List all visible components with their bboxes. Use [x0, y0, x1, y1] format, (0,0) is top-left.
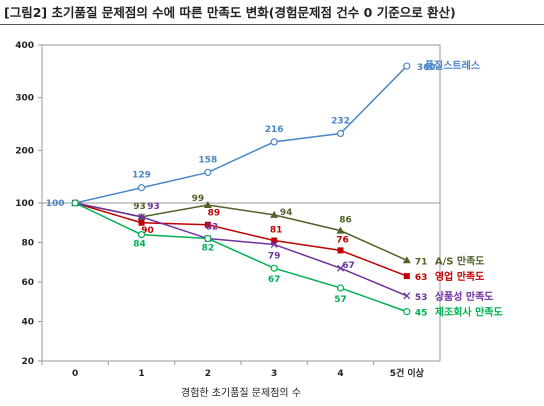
data-point: [337, 247, 344, 254]
data-point: [403, 308, 411, 316]
data-point: [270, 138, 278, 146]
series-name-label: 제조회사 만족도: [435, 306, 503, 319]
data-point: [337, 264, 344, 272]
y-tick-label: 100: [15, 199, 34, 209]
data-point: [137, 184, 146, 192]
data-label: 93: [147, 202, 160, 212]
x-tick-label: 0: [72, 369, 78, 379]
y-tick-label: 60: [21, 278, 34, 288]
data-label: 81: [270, 226, 283, 236]
data-point: [137, 231, 146, 239]
data-point: [138, 213, 145, 221]
data-point: [204, 168, 212, 177]
data-label: 71: [415, 257, 428, 267]
y-tick-label: 400: [15, 41, 34, 51]
data-label: 57: [334, 295, 347, 305]
x-tick-label: 5건 이상: [390, 367, 425, 379]
data-point: [204, 234, 212, 243]
data-label: 67: [268, 275, 281, 285]
series-line: [75, 202, 408, 261]
x-tick-label: 1: [138, 369, 144, 379]
data-label: 129: [132, 171, 151, 181]
x-axis-label: 경험한 초기품질 문제점의 수: [181, 386, 301, 399]
data-point: [138, 219, 145, 226]
y-tick-label: 40: [21, 318, 34, 328]
data-label: 79: [268, 251, 281, 261]
x-tick-label: 2: [205, 369, 211, 379]
data-label: 93: [133, 202, 146, 212]
data-point: [270, 241, 278, 248]
data-point: [403, 273, 410, 280]
data-point: [402, 256, 411, 264]
data-label: 158: [198, 155, 217, 165]
data-point: [203, 200, 212, 208]
series-line: [74, 202, 408, 277]
y-tick-label: 20: [21, 357, 34, 367]
chart-title: [그림2] 초기품질 문제점의 수에 따른 만족도 변화(경험문제점 건수 0 …: [4, 5, 456, 20]
data-label: 232: [331, 116, 350, 126]
data-label: 90: [141, 226, 154, 236]
x-tick-label: 3: [271, 369, 277, 379]
data-label: 76: [336, 235, 349, 245]
data-label: 89: [208, 209, 221, 219]
series-name-label: 영업 만족도: [435, 270, 484, 283]
y-tick-label: 300: [15, 94, 34, 104]
y-tick-label: 200: [15, 146, 34, 156]
data-label: 86: [339, 216, 352, 226]
data-label: 216: [265, 125, 284, 135]
data-label: 45: [415, 309, 428, 319]
data-point: [271, 237, 278, 244]
data-label: 67: [342, 261, 355, 271]
title-divider: [0, 24, 544, 25]
series-line: [75, 202, 408, 297]
data-point: [204, 221, 211, 228]
x-tick-label: 4: [337, 369, 343, 379]
data-point: [270, 264, 278, 272]
data-point: [71, 199, 79, 207]
data-label: 53: [415, 293, 428, 303]
data-label: 360: [417, 63, 436, 73]
data-label: 63: [415, 273, 428, 283]
data-point: [270, 210, 279, 218]
data-label: 84: [133, 240, 146, 250]
series-name-label: 상품성 만족도: [435, 290, 494, 303]
series-line: [74, 65, 408, 204]
series-name-label: 품질스트레스: [425, 59, 480, 72]
data-point: [336, 226, 345, 234]
data-label: 99: [192, 194, 205, 204]
data-label: 94: [280, 208, 293, 218]
data-label: 82: [206, 223, 219, 233]
series-name-label: A/S 만족도: [435, 254, 485, 267]
data-point: [403, 292, 411, 300]
data-label: 82: [202, 244, 215, 254]
data-label: 100: [46, 199, 65, 209]
data-point: [336, 284, 345, 292]
data-point: [403, 62, 411, 70]
data-point: [336, 129, 345, 138]
series-line: [74, 202, 408, 313]
y-tick-label: 80: [21, 239, 34, 249]
